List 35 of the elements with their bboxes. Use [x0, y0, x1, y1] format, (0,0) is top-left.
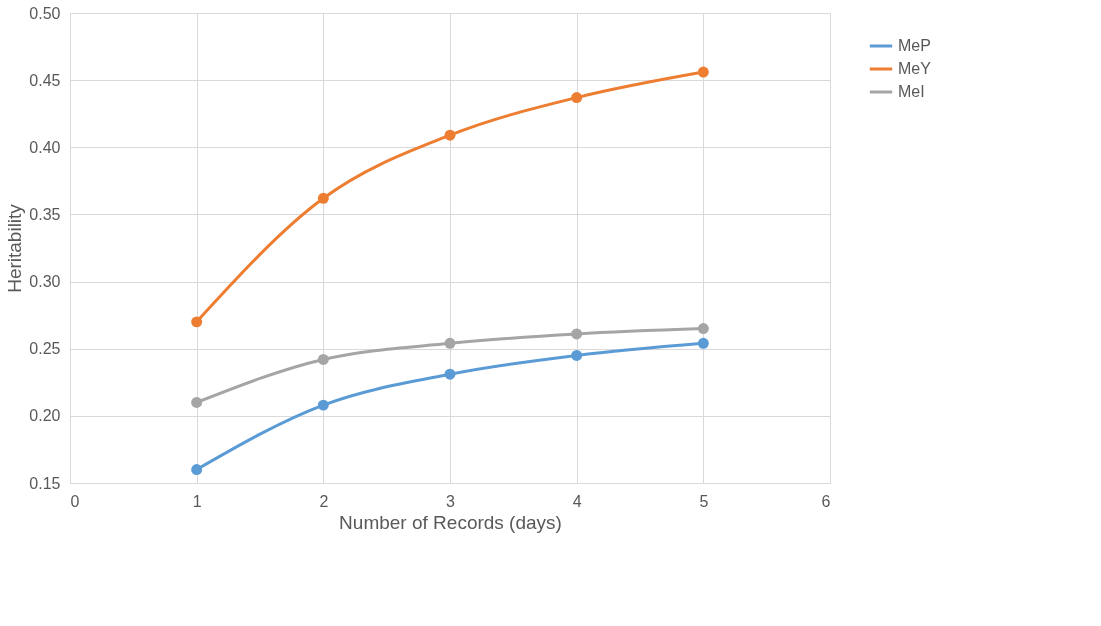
point: [571, 328, 583, 340]
legend-label: MeP: [898, 37, 931, 54]
point: [317, 399, 329, 411]
point: [317, 192, 329, 204]
y-tick-label: 0.25: [29, 340, 61, 358]
point: [697, 337, 709, 349]
y-tick-label: 0.20: [29, 407, 61, 425]
x-axis-title: Number of Records (days): [339, 511, 562, 533]
x-tick-label: 3: [446, 492, 456, 510]
point: [444, 368, 456, 380]
point: [571, 349, 583, 361]
legend-label: MeY: [898, 60, 932, 77]
y-tick-label: 0.40: [29, 138, 61, 156]
point: [191, 396, 203, 408]
y-tick-label: 0.35: [29, 205, 61, 223]
point: [697, 66, 709, 78]
point: [191, 464, 203, 476]
point: [697, 323, 709, 335]
y-tick-label: 0.45: [29, 71, 61, 89]
y-tick-label: 0.50: [29, 4, 61, 22]
legend-label: MeI: [898, 83, 925, 100]
x-tick-label: 0: [70, 492, 80, 510]
point: [444, 337, 456, 349]
x-tick-label: 6: [821, 492, 831, 510]
point: [191, 316, 203, 328]
x-tick-label: 5: [699, 492, 709, 510]
point: [444, 129, 456, 141]
x-tick-label: 2: [319, 492, 329, 510]
x-tick-label: 1: [192, 492, 202, 510]
x-tick-label: 4: [572, 492, 582, 510]
point: [571, 92, 583, 104]
y-tick-label: 0.30: [29, 273, 61, 291]
y-tick-label: 0.15: [29, 474, 61, 492]
y-axis-title: Heritability: [4, 203, 26, 293]
point: [317, 353, 329, 365]
